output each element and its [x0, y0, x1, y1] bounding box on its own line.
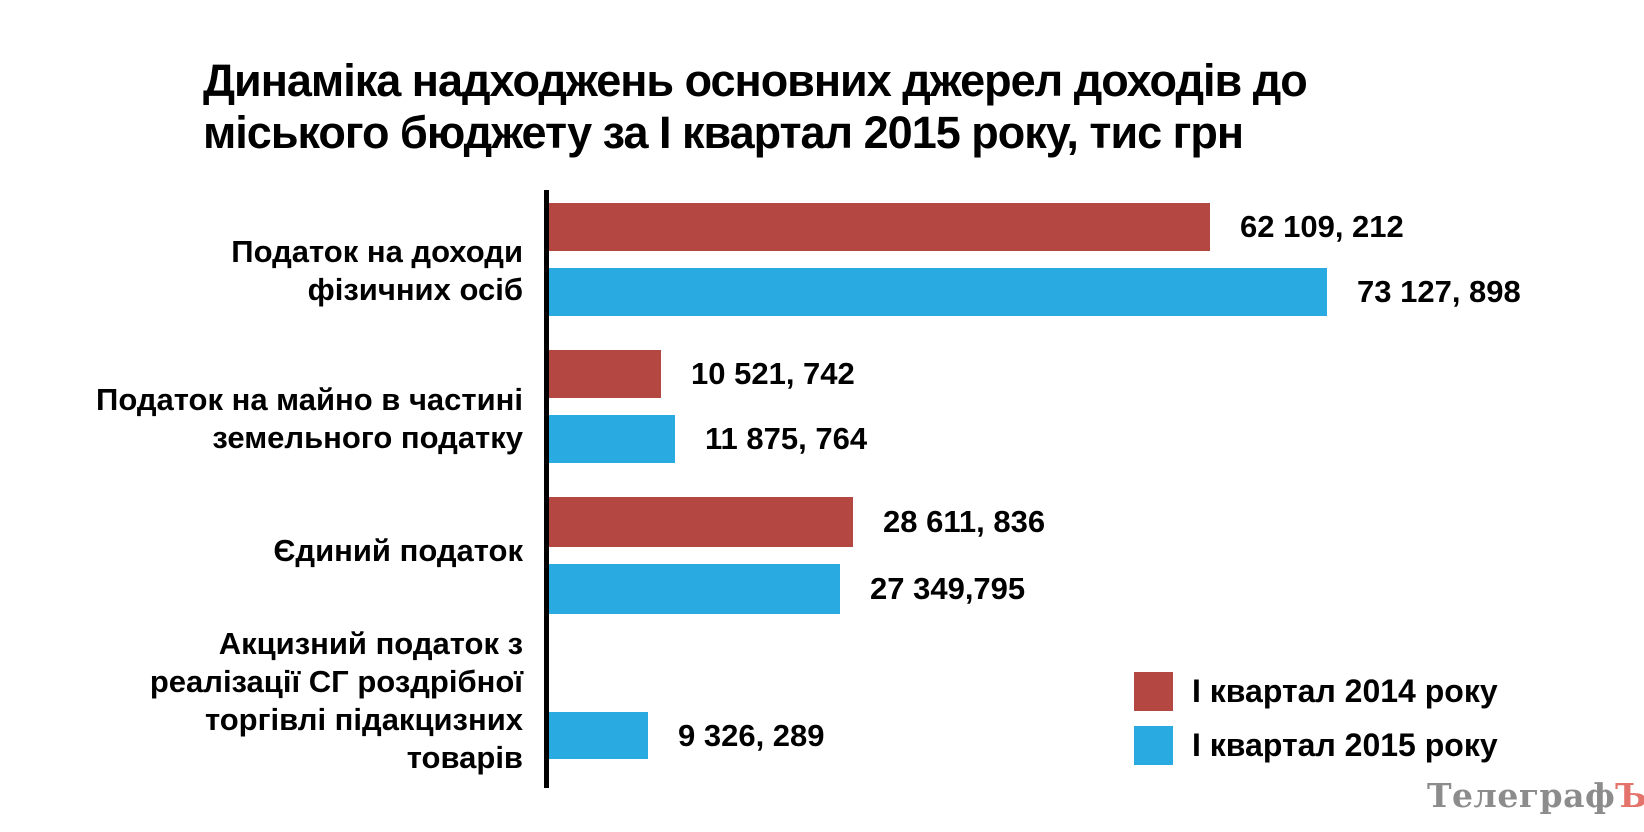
- category-label-property-tax: Податок на майно в частині земельного под…: [60, 381, 523, 457]
- category-label-line: фізичних осіб: [307, 272, 523, 307]
- bar-2014-cat1: [549, 203, 1210, 251]
- watermark-text-gray: Телеграф: [1427, 776, 1616, 815]
- bar-2015-cat1: [549, 268, 1327, 316]
- category-label-excise-tax: Акцизний податок з реалізації СГ роздрібн…: [60, 625, 523, 777]
- bar-2015-cat4: [549, 712, 648, 759]
- category-label-line: Податок на доходи: [231, 234, 523, 269]
- watermark-logo: ТелеграфЪ: [1427, 776, 1644, 815]
- legend-swatch-2015-icon: [1134, 726, 1173, 765]
- category-label-line: торгівлі підакцизних: [204, 702, 523, 737]
- category-label-income-tax: Податок на доходи фізичних осіб: [60, 233, 523, 309]
- category-label-line: реалізації СГ роздрібної: [149, 664, 523, 699]
- legend-item-2015: І квартал 2015 року: [1134, 726, 1498, 765]
- value-label-2014-cat3: 28 611, 836: [883, 504, 1046, 539]
- value-label-2015-cat2: 11 875, 764: [705, 421, 868, 456]
- legend-item-2014: І квартал 2014 року: [1134, 672, 1498, 711]
- chart-title-line1: Динаміка надходжень основних джерел дохо…: [203, 55, 1308, 106]
- chart-title: Динаміка надходжень основних джерел дохо…: [203, 55, 1308, 159]
- bar-2014-cat2: [549, 350, 661, 398]
- chart-title-line2: міського бюджету за І квартал 2015 року,…: [203, 107, 1244, 158]
- y-axis-line: [544, 190, 549, 788]
- value-label-2015-cat3: 27 349,795: [870, 571, 1026, 606]
- bar-2015-cat3: [549, 564, 840, 614]
- bar-2014-cat3: [549, 497, 853, 547]
- category-label-line: Податок на майно в частині: [96, 382, 523, 417]
- category-label-line: товарів: [406, 740, 523, 775]
- legend-label-2015: І квартал 2015 року: [1192, 727, 1498, 763]
- legend-label-2014: І квартал 2014 року: [1192, 673, 1498, 709]
- value-label-2015-cat4: 9 326, 289: [678, 717, 825, 753]
- category-label-line: земельного податку: [212, 420, 523, 455]
- legend-swatch-2014-icon: [1134, 672, 1173, 711]
- value-label-2014-cat1: 62 109, 212: [1240, 209, 1404, 244]
- category-label-line: Єдиний податок: [273, 533, 523, 568]
- watermark-text-red: Ъ: [1615, 776, 1644, 815]
- bar-2015-cat2: [549, 415, 675, 463]
- category-label-single-tax: Єдиний податок: [60, 532, 523, 570]
- value-label-2015-cat1: 73 127, 898: [1357, 274, 1521, 309]
- category-label-line: Акцизний податок з: [218, 626, 523, 661]
- value-label-2014-cat2: 10 521, 742: [691, 356, 855, 391]
